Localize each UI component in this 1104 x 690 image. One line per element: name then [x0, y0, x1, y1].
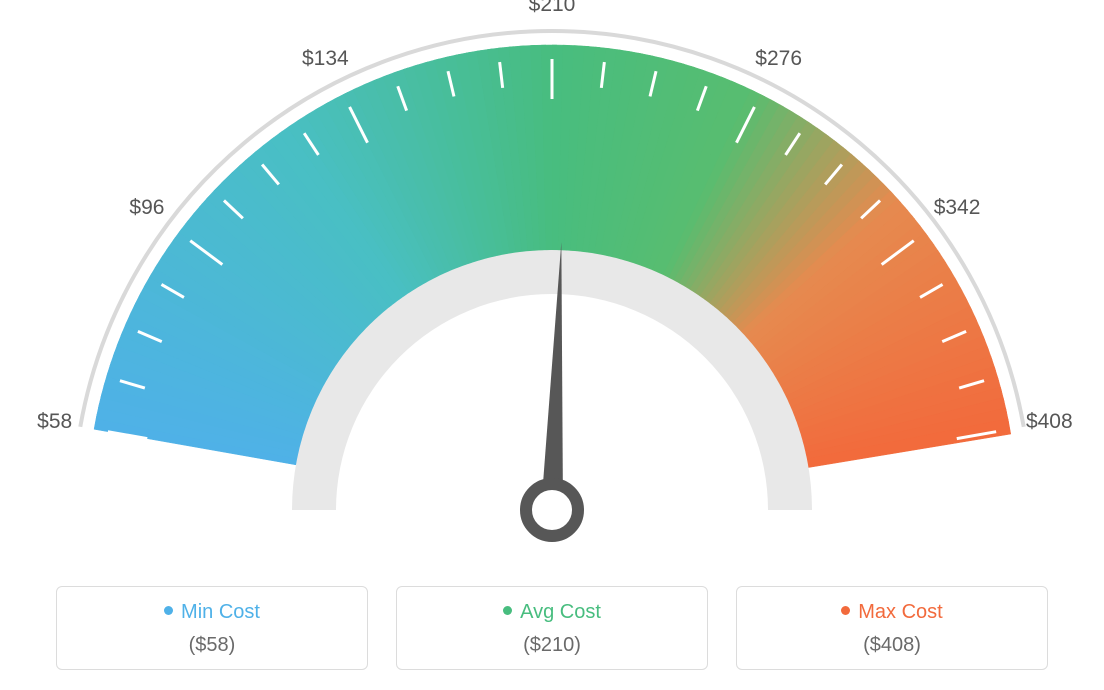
gauge-chart-container: { "gauge": { "type": "gauge", "center_x"… — [0, 0, 1104, 690]
gauge-tick-label: $342 — [934, 196, 981, 220]
gauge-tick-label: $210 — [529, 0, 576, 17]
legend-value-avg: ($210) — [397, 634, 707, 657]
legend-card-max: Max Cost ($408) — [736, 586, 1048, 670]
gauge-svg — [0, 0, 1104, 560]
dot-icon — [164, 606, 173, 615]
legend-title-label: Min Cost — [181, 601, 260, 623]
gauge-tick-label: $96 — [129, 196, 164, 220]
gauge-tick-label: $276 — [755, 47, 802, 71]
gauge-tick-label: $134 — [302, 47, 349, 71]
legend-title-label: Max Cost — [858, 601, 942, 623]
legend-card-avg: Avg Cost ($210) — [396, 586, 708, 670]
legend-value-max: ($408) — [737, 634, 1047, 657]
legend-row: Min Cost ($58) Avg Cost ($210) Max Cost … — [0, 586, 1104, 670]
legend-title-label: Avg Cost — [520, 601, 601, 623]
gauge-tick-label: $408 — [1026, 410, 1073, 434]
gauge-tick-label: $58 — [37, 410, 72, 434]
dot-icon — [841, 606, 850, 615]
legend-title-min: Min Cost — [57, 601, 367, 624]
gauge: $58 $96 $134 $210 $276 $342 $408 — [0, 0, 1104, 560]
legend-card-min: Min Cost ($58) — [56, 586, 368, 670]
dot-icon — [503, 606, 512, 615]
legend-title-max: Max Cost — [737, 601, 1047, 624]
legend-title-avg: Avg Cost — [397, 601, 707, 624]
legend-value-min: ($58) — [57, 634, 367, 657]
